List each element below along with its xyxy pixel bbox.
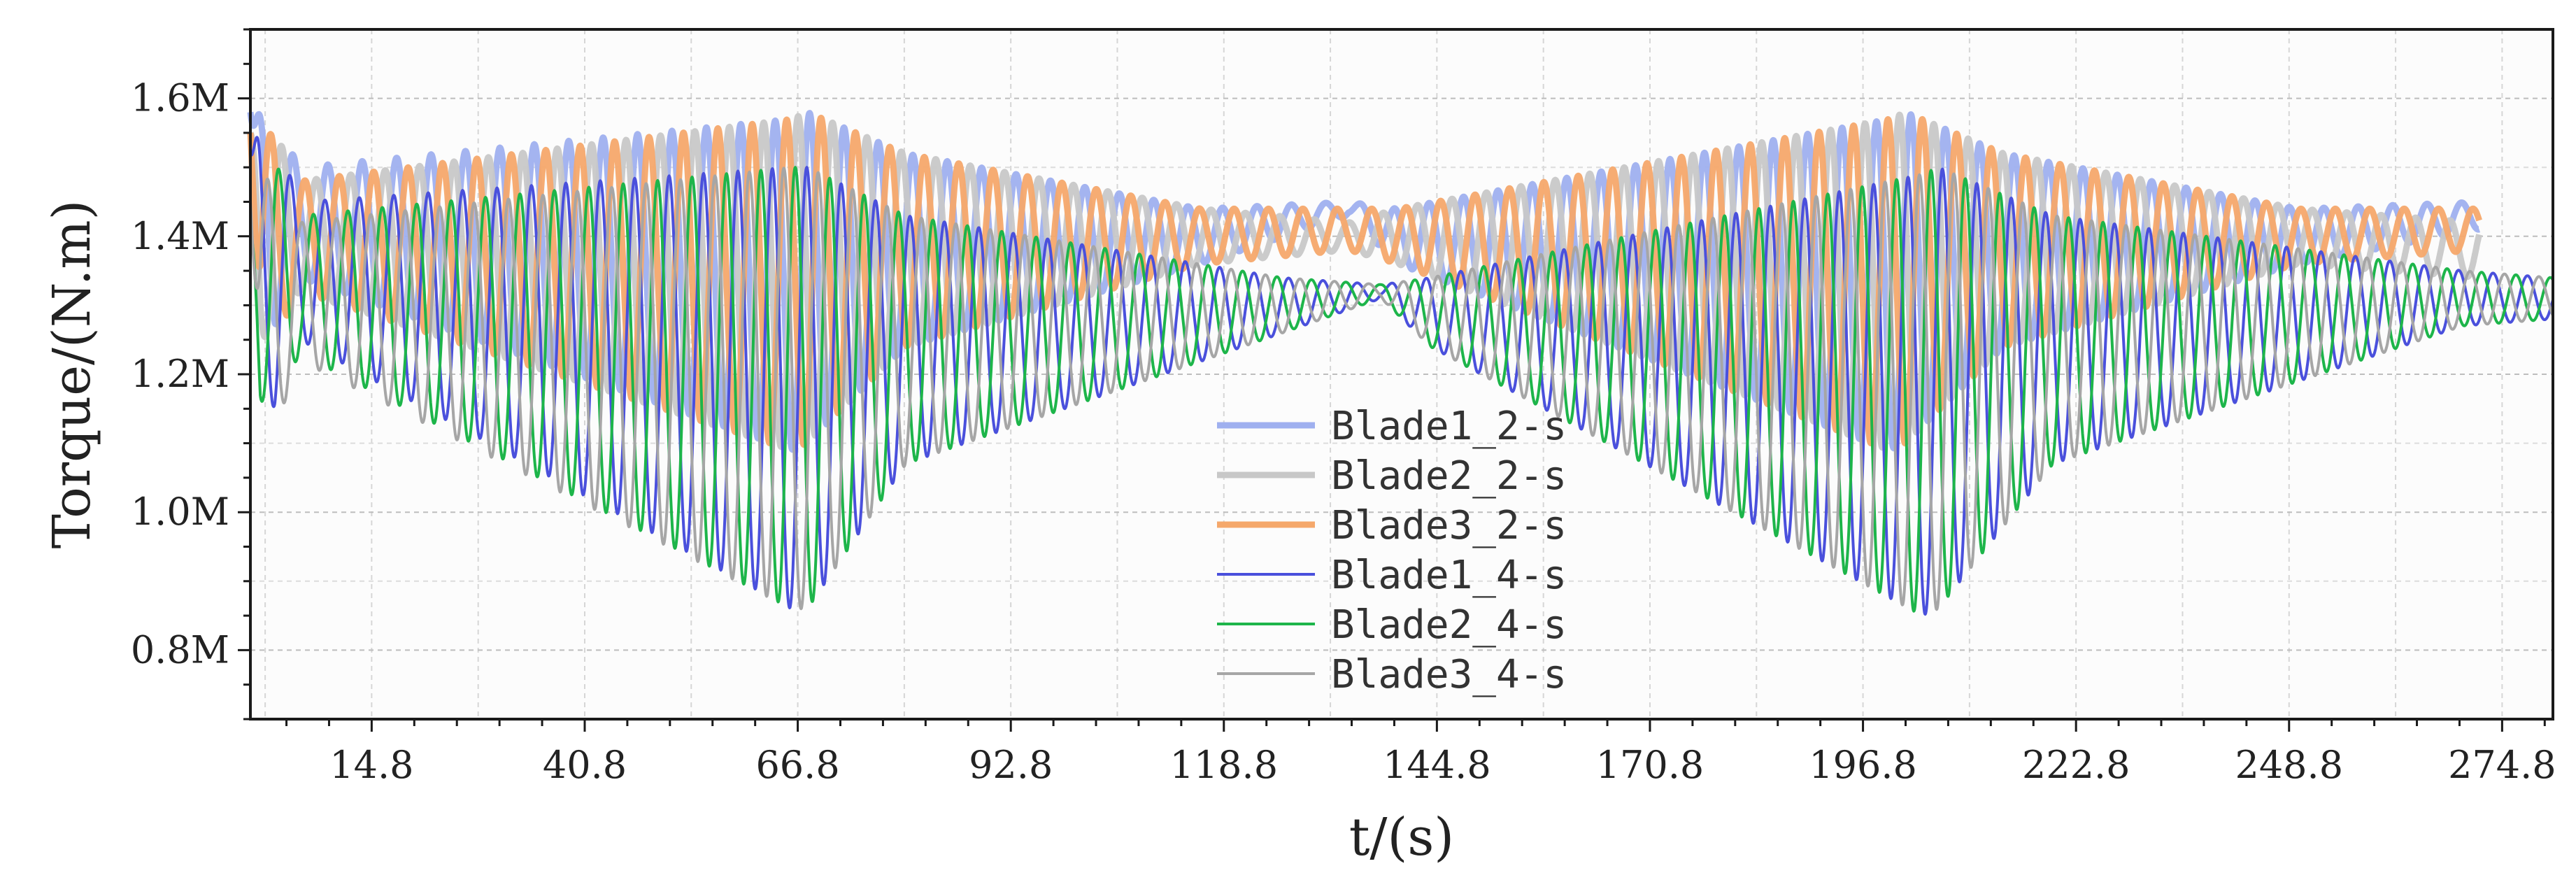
legend-label: Blade2_4-s	[1331, 602, 1567, 648]
x-tick-label: 196.8	[1809, 743, 1917, 787]
x-axis-title: t/(s)	[1349, 807, 1454, 867]
x-tick-label: 274.8	[2448, 743, 2556, 787]
y-tick-label: 1.0M	[131, 490, 229, 534]
x-tick-label: 222.8	[2022, 743, 2130, 787]
x-tick-label: 40.8	[543, 743, 627, 787]
legend-label: Blade1_4-s	[1331, 553, 1567, 598]
tick-labels: 14.8 40.8 66.8 92.8 118.8 144.8 170.8 196.8 222.…	[131, 28, 2556, 787]
y-axis-title: Torque/(N.m)	[42, 200, 102, 549]
y-tick-label: 0.8M	[131, 627, 229, 672]
x-tick-label: 144.8	[1383, 743, 1491, 787]
series-lines	[247, 110, 2554, 616]
y-tick-label: 1.4M	[131, 214, 229, 258]
legend-label: Blade3_4-s	[1331, 652, 1567, 697]
y-tick-label: 1.2M	[131, 352, 229, 396]
x-tick-label: 248.8	[2235, 743, 2343, 787]
legend-label: Blade1_2-s	[1331, 404, 1567, 449]
x-tick-label: 92.8	[969, 743, 1053, 787]
series-line-blade3-4-s	[249, 166, 2554, 611]
x-tick-label: 14.8	[329, 743, 413, 787]
legend-label: Blade2_2-s	[1331, 453, 1567, 499]
legend-label: Blade3_2-s	[1331, 503, 1567, 548]
series-line-blade1-4-s	[249, 136, 2554, 616]
x-tick-label: 66.8	[755, 743, 839, 787]
x-tick-label: 118.8	[1169, 743, 1278, 787]
y-tick-label: 1.6M	[131, 76, 229, 120]
x-tick-label: 170.8	[1596, 743, 1705, 787]
